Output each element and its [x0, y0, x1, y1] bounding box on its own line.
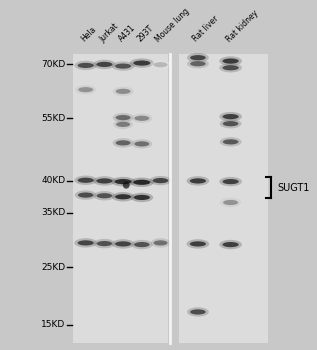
Ellipse shape — [112, 61, 134, 71]
Text: Jurkat: Jurkat — [98, 21, 120, 43]
Text: 15KD: 15KD — [41, 320, 65, 329]
Ellipse shape — [93, 60, 116, 69]
Ellipse shape — [134, 195, 150, 200]
Ellipse shape — [123, 181, 130, 189]
Ellipse shape — [223, 242, 239, 247]
Text: 40KD: 40KD — [41, 176, 65, 186]
Ellipse shape — [93, 176, 116, 186]
Ellipse shape — [190, 241, 206, 246]
Text: SUGT1: SUGT1 — [277, 182, 310, 192]
Ellipse shape — [75, 190, 97, 200]
Ellipse shape — [219, 177, 242, 186]
Ellipse shape — [113, 120, 133, 129]
Ellipse shape — [223, 200, 238, 205]
Ellipse shape — [153, 178, 168, 183]
Ellipse shape — [187, 59, 209, 69]
Ellipse shape — [150, 176, 171, 185]
Ellipse shape — [75, 85, 96, 94]
Ellipse shape — [220, 198, 241, 207]
Ellipse shape — [111, 177, 135, 186]
Ellipse shape — [112, 239, 134, 248]
Ellipse shape — [78, 240, 94, 245]
Ellipse shape — [115, 63, 131, 69]
Ellipse shape — [94, 191, 115, 201]
Ellipse shape — [134, 141, 149, 147]
Ellipse shape — [116, 115, 131, 120]
Ellipse shape — [190, 61, 206, 66]
Ellipse shape — [153, 240, 167, 245]
Ellipse shape — [74, 238, 97, 247]
Ellipse shape — [112, 192, 134, 202]
Ellipse shape — [130, 58, 154, 68]
Ellipse shape — [220, 119, 242, 128]
Text: 70KD: 70KD — [41, 60, 65, 69]
Ellipse shape — [115, 194, 131, 200]
Ellipse shape — [190, 55, 206, 60]
Ellipse shape — [131, 114, 152, 123]
Bar — [179, 54, 268, 343]
Ellipse shape — [96, 62, 113, 67]
Ellipse shape — [78, 87, 93, 92]
Text: A431: A431 — [117, 23, 137, 43]
Ellipse shape — [96, 178, 113, 183]
Ellipse shape — [133, 61, 150, 66]
Ellipse shape — [134, 116, 149, 121]
Ellipse shape — [151, 238, 170, 247]
Ellipse shape — [113, 87, 133, 96]
Ellipse shape — [115, 241, 131, 246]
Ellipse shape — [223, 139, 238, 145]
Ellipse shape — [113, 138, 133, 148]
Text: Rat liver: Rat liver — [191, 14, 221, 43]
Ellipse shape — [223, 65, 239, 70]
Text: Mouse lung: Mouse lung — [154, 6, 191, 43]
Text: 55KD: 55KD — [41, 114, 65, 123]
Text: 25KD: 25KD — [41, 263, 65, 272]
Ellipse shape — [133, 180, 150, 185]
Ellipse shape — [131, 240, 153, 249]
Bar — [73, 54, 168, 343]
Ellipse shape — [223, 58, 239, 64]
Ellipse shape — [78, 178, 94, 183]
Ellipse shape — [97, 241, 112, 246]
Ellipse shape — [78, 63, 94, 68]
Ellipse shape — [151, 60, 170, 69]
Ellipse shape — [134, 242, 150, 247]
Ellipse shape — [220, 137, 242, 147]
Ellipse shape — [74, 61, 97, 70]
Ellipse shape — [223, 114, 239, 119]
Ellipse shape — [187, 307, 209, 317]
Ellipse shape — [219, 56, 242, 66]
Ellipse shape — [186, 176, 209, 186]
Ellipse shape — [190, 309, 206, 315]
Ellipse shape — [94, 239, 115, 248]
Text: 35KD: 35KD — [41, 208, 65, 217]
Ellipse shape — [114, 179, 132, 184]
Text: Rat kidney: Rat kidney — [224, 8, 260, 43]
Ellipse shape — [153, 62, 167, 67]
Ellipse shape — [130, 177, 154, 187]
Ellipse shape — [223, 121, 238, 126]
Ellipse shape — [187, 53, 209, 62]
Ellipse shape — [219, 240, 242, 249]
Ellipse shape — [116, 122, 130, 127]
Text: Hela: Hela — [79, 25, 98, 43]
Ellipse shape — [116, 89, 131, 94]
Ellipse shape — [223, 179, 239, 184]
Ellipse shape — [97, 193, 112, 198]
Ellipse shape — [74, 176, 97, 185]
Ellipse shape — [131, 193, 153, 202]
Ellipse shape — [116, 140, 131, 146]
Ellipse shape — [131, 139, 152, 149]
Ellipse shape — [113, 113, 133, 122]
Text: 293T: 293T — [135, 24, 155, 43]
Ellipse shape — [190, 178, 206, 183]
Ellipse shape — [219, 63, 242, 72]
Ellipse shape — [219, 112, 242, 121]
Ellipse shape — [186, 239, 209, 248]
Ellipse shape — [78, 193, 94, 198]
